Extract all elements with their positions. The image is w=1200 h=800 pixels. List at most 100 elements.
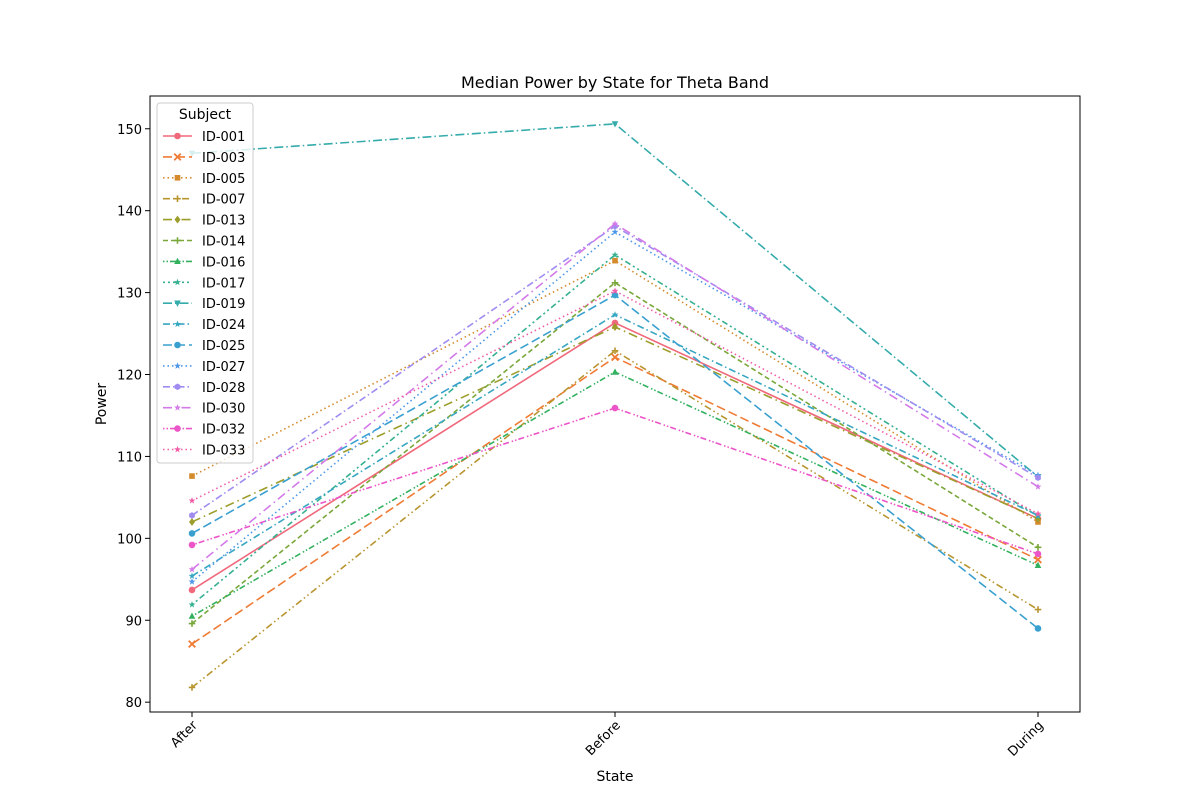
legend-label: ID-025 [202, 339, 245, 354]
series-point [188, 612, 196, 619]
series-point [173, 152, 182, 161]
series-point [1035, 474, 1041, 482]
legend-label: ID-017 [202, 276, 245, 291]
legend-label: ID-019 [202, 297, 245, 312]
legend-label: ID-032 [202, 423, 245, 438]
plot-area [149, 95, 1081, 713]
chart-title: Median Power by State for Theta Band [461, 73, 769, 92]
y-tick-label: 80 [125, 696, 142, 711]
legend-item: ID-024 [163, 318, 245, 333]
series-point [612, 257, 618, 264]
legend-item: ID-014 [163, 235, 245, 250]
series-point [611, 353, 619, 362]
series-group [188, 404, 1042, 558]
legend-item: ID-025 [163, 339, 245, 354]
x-tick-label: During [1005, 718, 1047, 760]
series-point [611, 311, 619, 318]
series-point [1035, 514, 1041, 523]
legend-item: ID-019 [163, 297, 245, 312]
series-point [611, 228, 619, 235]
y-axis-label: Power [94, 383, 110, 426]
series-point [174, 132, 181, 140]
series-point [1034, 510, 1042, 517]
series-point [1034, 483, 1042, 490]
x-axis-label: State [596, 769, 633, 785]
series-point [188, 620, 196, 627]
y-tick-label: 100 [117, 532, 142, 547]
series-layer [188, 121, 1042, 691]
series-point [1034, 544, 1042, 551]
series-point [188, 586, 196, 594]
series-point [189, 512, 195, 519]
series-point [612, 323, 618, 331]
series-point [174, 278, 181, 286]
legend-label: ID-005 [202, 172, 245, 187]
series-line [191, 281, 1039, 625]
legend-item: ID-001 [163, 130, 245, 145]
series-point [174, 362, 181, 369]
y-tick-label: 90 [125, 614, 142, 629]
legend-label: ID-028 [202, 381, 245, 396]
series-point [611, 220, 619, 227]
legend-frame [156, 102, 254, 464]
legend: Subject ID-001ID-003ID-005ID-007ID-013ID… [156, 102, 254, 464]
series-line [191, 231, 1039, 583]
series-group [188, 347, 1042, 691]
series-line [191, 222, 1039, 571]
series-point [188, 640, 196, 648]
legend-label: ID-033 [202, 444, 245, 459]
series-point [174, 404, 181, 411]
legend-label: ID-007 [202, 193, 245, 208]
legend-item: ID-013 [163, 214, 245, 229]
legend-item: ID-030 [163, 402, 245, 417]
legend-item: ID-003 [163, 151, 245, 166]
legend-label: ID-024 [202, 318, 245, 333]
series-point [611, 404, 619, 412]
series-line [191, 259, 1039, 523]
series-point [1034, 561, 1042, 569]
series-point [611, 287, 619, 294]
series-point [174, 195, 181, 202]
series-point [1034, 625, 1042, 632]
series-point [611, 251, 619, 258]
legend-item: ID-007 [163, 193, 245, 208]
y-tick-label: 130 [117, 287, 142, 302]
legend-item: ID-032 [163, 423, 245, 438]
legend-label: ID-016 [202, 255, 245, 270]
series-point [174, 257, 181, 265]
legend-title: Subject [179, 107, 232, 123]
series-group [188, 368, 1042, 619]
legend-items: ID-001 ID-003 ID-005 ID-007 ID-013 ID-014 ID-0… [163, 130, 245, 459]
legend-label: ID-027 [202, 360, 245, 375]
legend-label: ID-013 [202, 214, 245, 229]
series-point [188, 541, 196, 549]
legend-item: ID-027 [163, 360, 245, 375]
legend-label: ID-014 [202, 235, 245, 250]
legend-label: ID-030 [202, 402, 245, 417]
series-group [188, 279, 1042, 627]
series-point [174, 215, 181, 224]
y-tick-label: 140 [117, 205, 142, 220]
legend-item: ID-028 [163, 381, 245, 396]
y-tick-label: 120 [117, 369, 142, 384]
series-point [174, 300, 181, 307]
series-group [188, 287, 1042, 517]
series-point [174, 383, 181, 391]
legend-item: ID-033 [163, 444, 245, 459]
x-tick-label: After [168, 718, 201, 751]
series-group [188, 291, 1042, 632]
series-point [174, 445, 181, 453]
series-group [188, 353, 1042, 648]
legend-label: ID-003 [202, 151, 245, 166]
series-point [188, 578, 196, 585]
series-point [1034, 606, 1042, 613]
legend-label: ID-001 [202, 130, 245, 145]
series-point [611, 279, 619, 287]
series-point [1034, 555, 1042, 564]
series-point [1034, 550, 1042, 558]
series-point [611, 319, 619, 327]
series-point [188, 497, 196, 504]
series-group [188, 220, 1042, 573]
series-point [188, 565, 196, 573]
